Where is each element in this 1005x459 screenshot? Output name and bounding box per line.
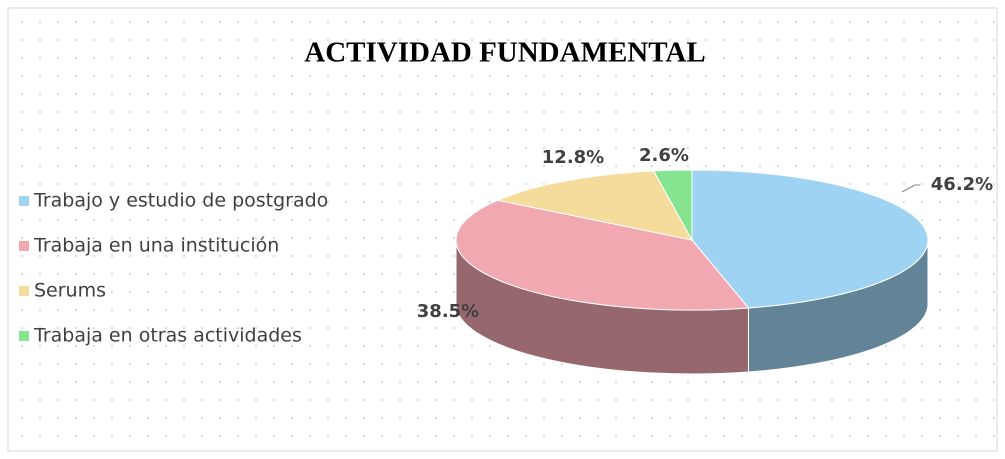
slice [691, 169, 929, 309]
legend-label: Serums [34, 280, 106, 302]
legend-swatch [19, 196, 29, 206]
legend-swatch [19, 331, 29, 341]
slice [652, 169, 693, 242]
legend-label: Trabaja en una institución [33, 235, 279, 257]
data-label: 12.8% [542, 147, 604, 168]
leader-line [901, 184, 920, 193]
legend-swatch [19, 241, 29, 251]
data-label: 46.2% [931, 174, 993, 195]
legend-label: Trabajo y estudio de postgrado [33, 190, 328, 212]
data-label: 38.5% [417, 301, 479, 322]
legend-swatch [19, 286, 29, 296]
legend-label: Trabaja en otras actividades [33, 325, 302, 347]
chart-title: ACTIVIDAD FUNDAMENTAL [304, 37, 705, 69]
slice [455, 199, 750, 311]
slice [496, 170, 693, 241]
data-label: 2.6% [639, 145, 689, 166]
